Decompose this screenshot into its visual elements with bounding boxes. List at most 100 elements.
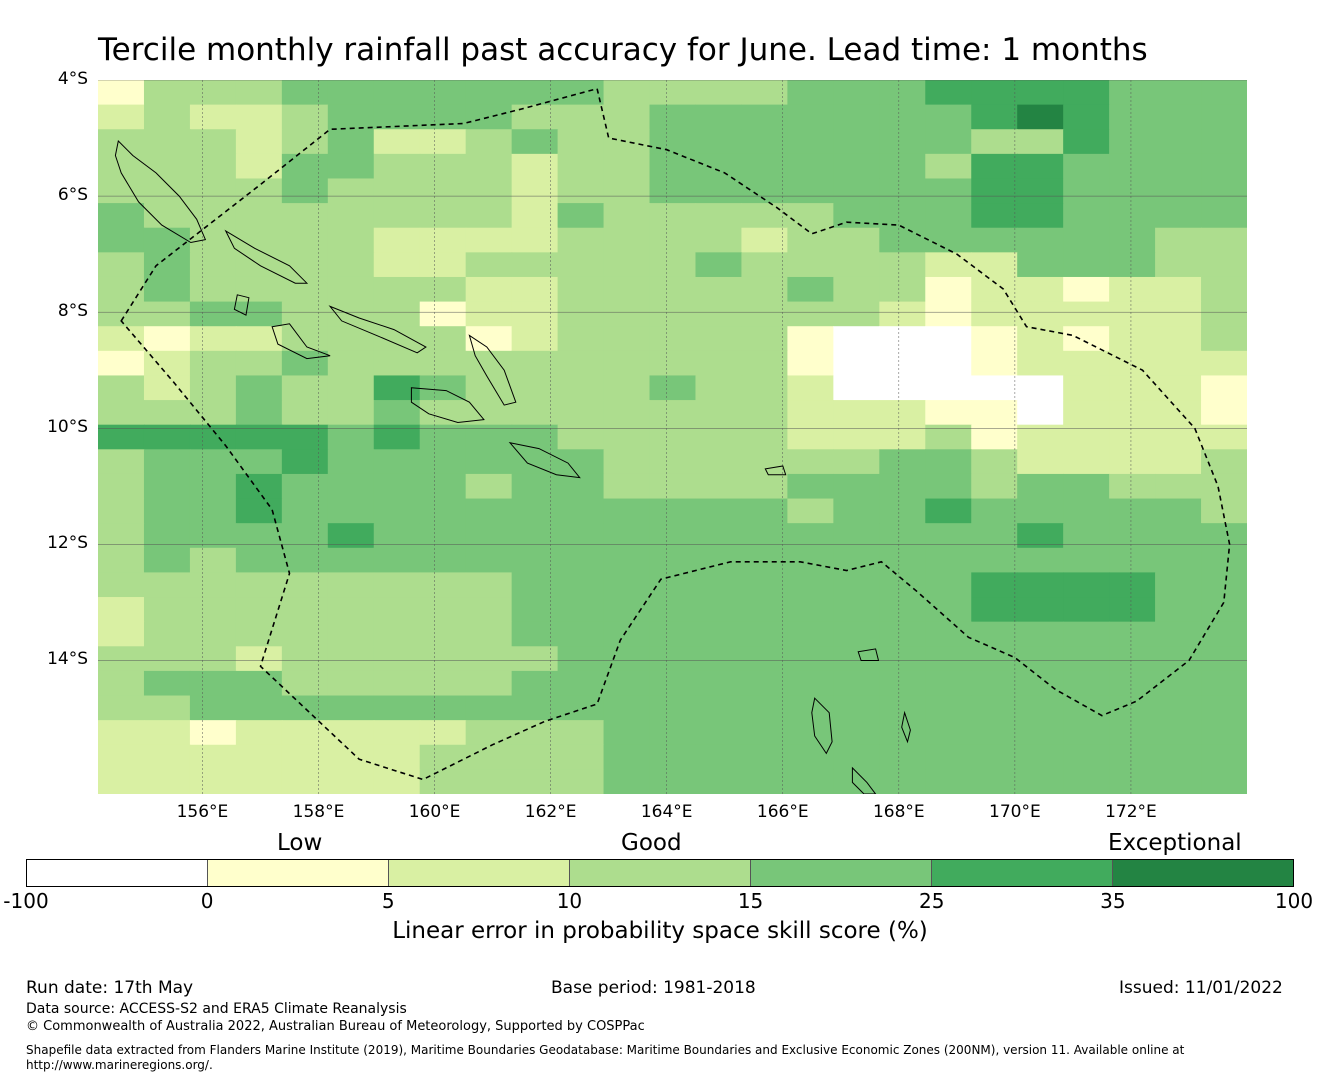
skill-cell: [235, 178, 283, 204]
skill-cell: [1017, 203, 1064, 229]
skill-cell: [1155, 326, 1202, 352]
skill-cell: [281, 178, 329, 204]
skill-cell: [98, 203, 145, 229]
skill-cell: [695, 572, 743, 598]
skill-cell: [465, 621, 513, 647]
longitude-tick-label: 164°E: [640, 802, 693, 822]
skill-cell: [1201, 276, 1247, 303]
skill-cell: [235, 400, 283, 426]
skill-cell: [1017, 104, 1064, 130]
longitude-tick-label: 170°E: [989, 802, 1041, 822]
skill-cell: [327, 400, 375, 426]
skill-cell: [373, 129, 421, 155]
skill-cell: [1109, 498, 1156, 524]
skill-cell: [787, 153, 834, 180]
skill-cell: [925, 203, 972, 229]
skill-cell: [419, 203, 467, 229]
skill-cell: [649, 350, 697, 377]
skill-cell: [695, 350, 743, 377]
skill-cell: [511, 621, 559, 647]
skill-cell: [373, 227, 421, 253]
skill-cell: [1155, 449, 1202, 475]
skill-cell: [1017, 547, 1064, 574]
skill-cell: [1063, 547, 1110, 574]
skill-cell: [465, 547, 513, 574]
skill-cell: [787, 350, 834, 377]
skill-cell: [143, 301, 191, 327]
skill-cell: [1063, 769, 1110, 794]
skill-cell: [327, 104, 375, 130]
skill-cell: [281, 227, 329, 253]
skill-cell: [833, 104, 880, 130]
skill-cell: [695, 670, 743, 697]
skill-cell: [557, 744, 605, 770]
skill-cell: [327, 769, 375, 794]
skill-cell: [971, 153, 1018, 180]
skill-cell: [98, 227, 145, 253]
coastlines: [114, 139, 911, 794]
skill-cell: [373, 153, 421, 180]
skill-cell: [143, 572, 191, 598]
skill-cell: [419, 178, 467, 204]
skill-cell: [557, 326, 605, 352]
skill-cell: [1155, 301, 1202, 327]
skill-cell: [741, 670, 788, 697]
island-outline: [271, 323, 331, 360]
skill-cell: [419, 276, 467, 303]
skill-cell: [741, 646, 788, 672]
skill-cell: [741, 350, 788, 377]
skill-cell: [833, 276, 880, 303]
skill-cell: [189, 129, 237, 155]
skill-cell: [741, 597, 788, 623]
skill-cell: [1155, 769, 1202, 794]
skill-cell: [879, 449, 926, 475]
skill-cell: [603, 597, 651, 623]
skill-cell: [98, 400, 145, 426]
skill-cell: [695, 375, 743, 401]
skill-cell: [833, 375, 880, 401]
skill-cell: [281, 597, 329, 623]
skill-cell: [281, 153, 329, 180]
island-outline: [410, 387, 485, 424]
skill-cell: [603, 670, 651, 697]
skill-cell: [603, 744, 651, 770]
skill-cell: [465, 129, 513, 155]
skill-cell: [971, 498, 1018, 524]
skill-cell: [971, 326, 1018, 352]
skill-cell: [879, 473, 926, 500]
colorbar-tick-label: 15: [737, 889, 764, 913]
skill-cell: [787, 547, 834, 574]
skill-cell: [833, 153, 880, 180]
skill-cell: [143, 695, 191, 721]
skill-cell: [189, 326, 237, 352]
skill-cell: [925, 449, 972, 475]
skill-cell: [833, 646, 880, 672]
skill-cell: [787, 498, 834, 524]
skill-cell: [98, 104, 145, 130]
skill-cell: [879, 104, 926, 130]
skill-cell: [465, 670, 513, 697]
skill-cell: [649, 400, 697, 426]
skill-cell: [1063, 350, 1110, 377]
skill-cell: [1155, 400, 1202, 426]
skill-cell: [189, 153, 237, 180]
skill-cell: [189, 769, 237, 794]
skill-cell: [787, 572, 834, 598]
skill-cell: [925, 424, 972, 450]
skill-cell: [1201, 720, 1247, 746]
skill-cell: [1155, 473, 1202, 500]
skill-cell: [511, 769, 559, 794]
skill-cell: [925, 350, 972, 377]
skill-cell: [1155, 572, 1202, 598]
skill-cell: [465, 276, 513, 303]
skill-cell: [419, 695, 467, 721]
skill-cell: [1201, 400, 1247, 426]
skill-cell: [1063, 326, 1110, 352]
colorbar-tick-label: 100: [1274, 889, 1314, 913]
skill-cell: [879, 597, 926, 623]
skill-cell: [1109, 720, 1156, 746]
skill-cell: [1109, 744, 1156, 770]
colorbar-segment: [932, 860, 1113, 886]
skill-cell: [925, 646, 972, 672]
data-source: Data source: ACCESS-S2 and ERA5 Climate …: [26, 1001, 407, 1017]
